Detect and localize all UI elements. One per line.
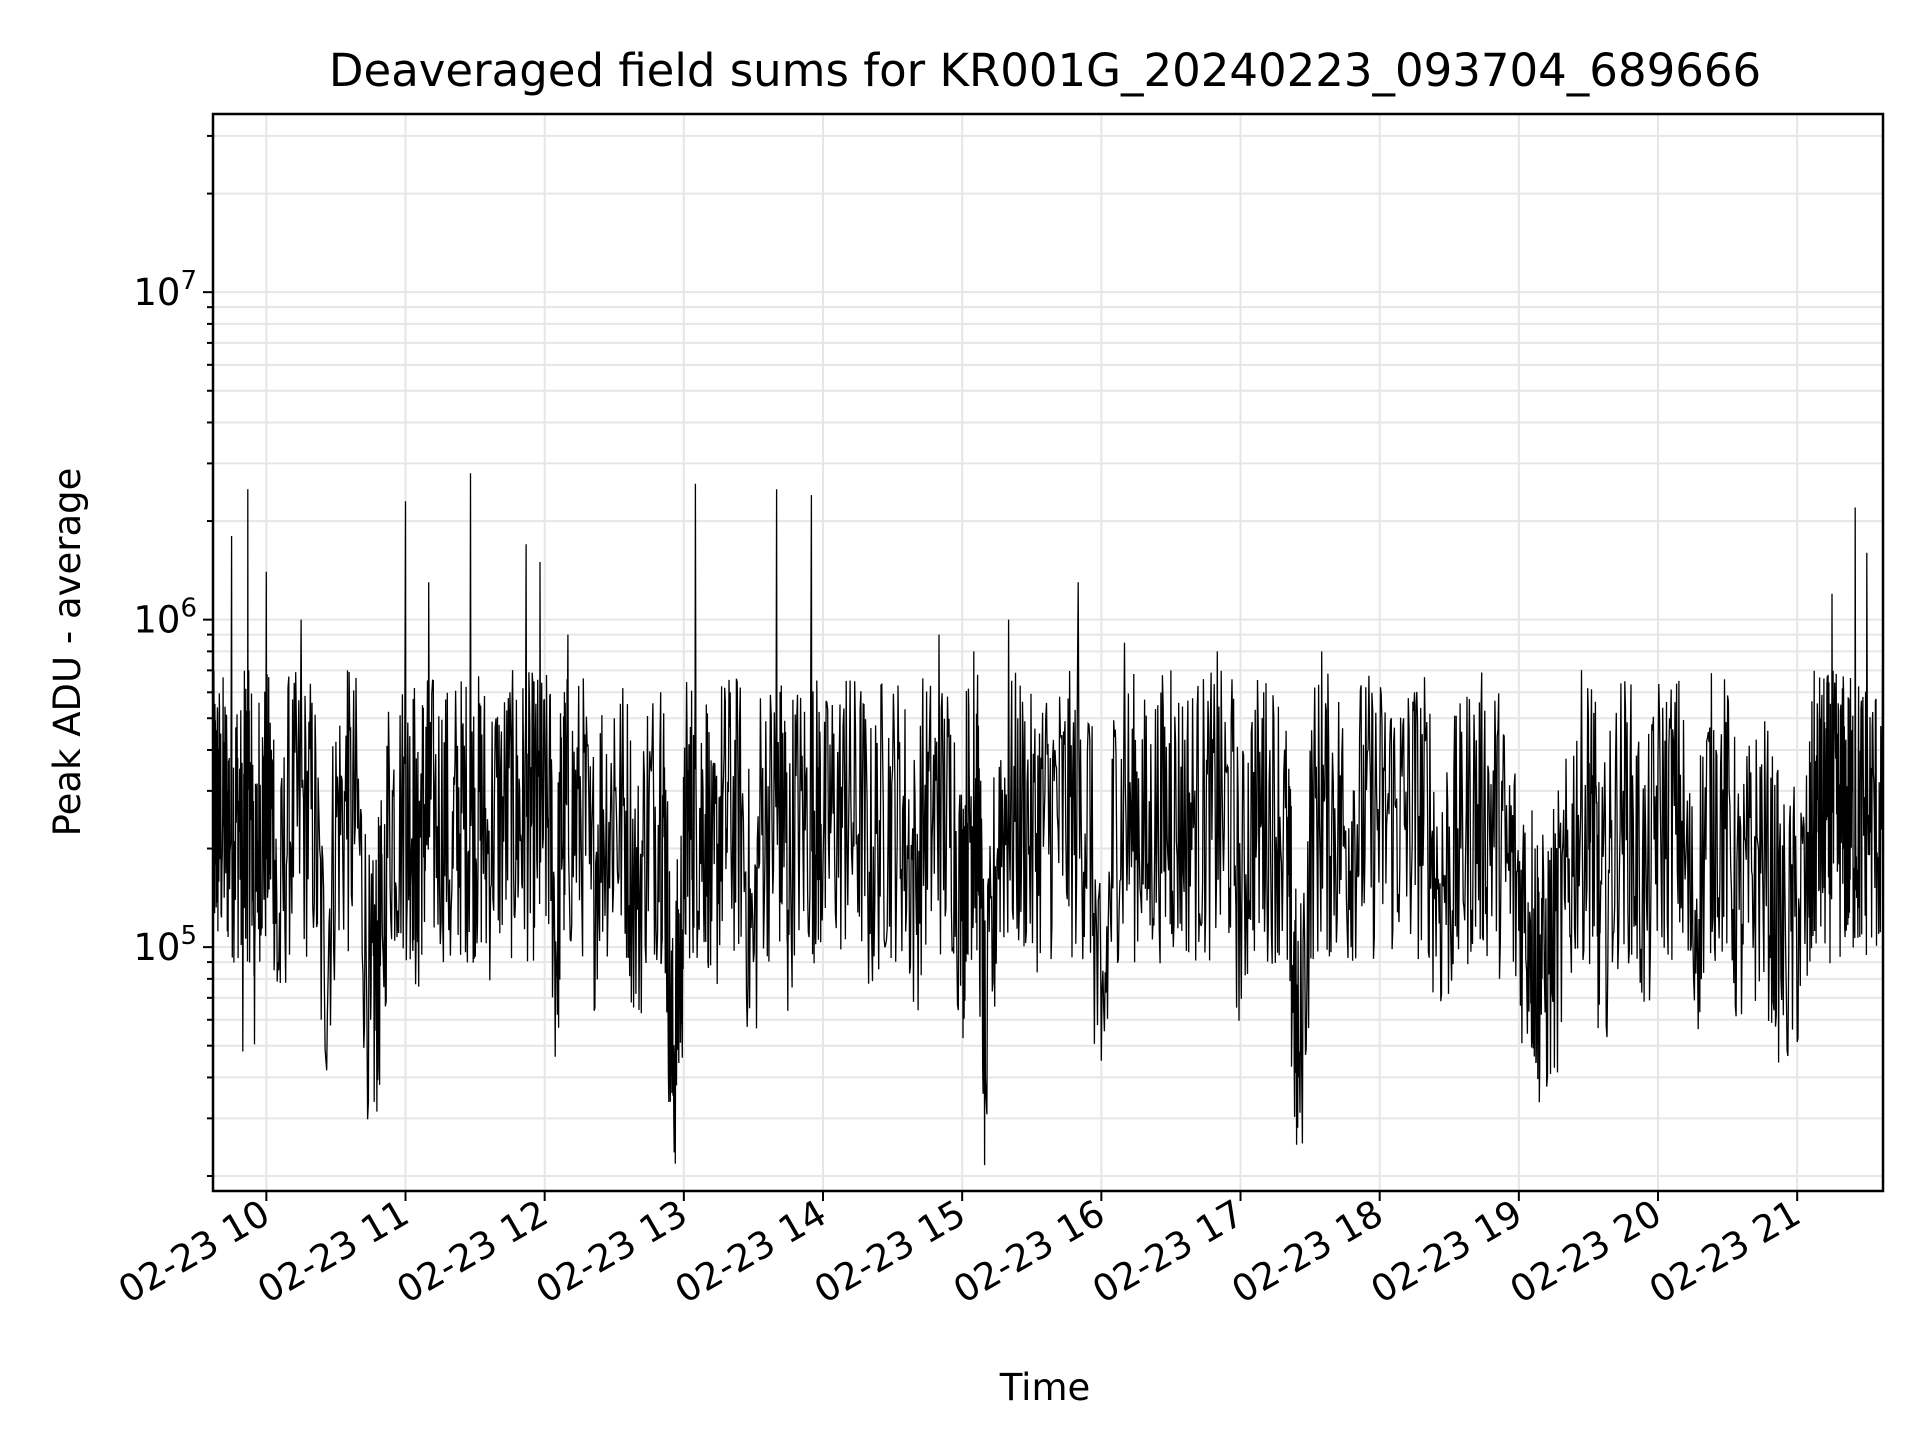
y-axis-label: Peak ADU - average	[46, 468, 89, 837]
chart-title: Deaveraged field sums for KR001G_2024022…	[329, 44, 1761, 97]
x-tick-label: 02-23 19	[1364, 1192, 1530, 1312]
x-tick-label: 02-23 12	[390, 1192, 556, 1312]
series-layer	[212, 145, 1884, 1166]
y-axis: 105 106 107	[133, 134, 213, 1178]
y-tick-label: 107	[133, 266, 197, 314]
x-axis-label: Time	[999, 1366, 1091, 1409]
x-tick-label: 02-23 11	[250, 1192, 416, 1312]
x-tick-label: 02-23 18	[1225, 1192, 1391, 1312]
y-tick-label: 106	[133, 594, 197, 642]
plot-area	[211, 112, 1885, 1193]
x-tick-label: 02-23 17	[1085, 1192, 1251, 1312]
x-tick-label: 02-23 20	[1503, 1192, 1669, 1312]
x-tick-label: 02-23 10	[111, 1192, 277, 1312]
x-tick-label: 02-23 16	[946, 1192, 1112, 1312]
series-line	[212, 145, 1884, 1166]
grid-layer	[213, 114, 1883, 1191]
y-tick-label: 105	[133, 921, 197, 969]
x-tick-label: 02-23 21	[1642, 1192, 1808, 1312]
x-tick-label: 02-23 15	[807, 1192, 973, 1312]
x-tick-label: 02-23 13	[529, 1192, 695, 1312]
plot-frame	[211, 112, 1885, 1193]
x-tick-label: 02-23 14	[668, 1192, 834, 1312]
